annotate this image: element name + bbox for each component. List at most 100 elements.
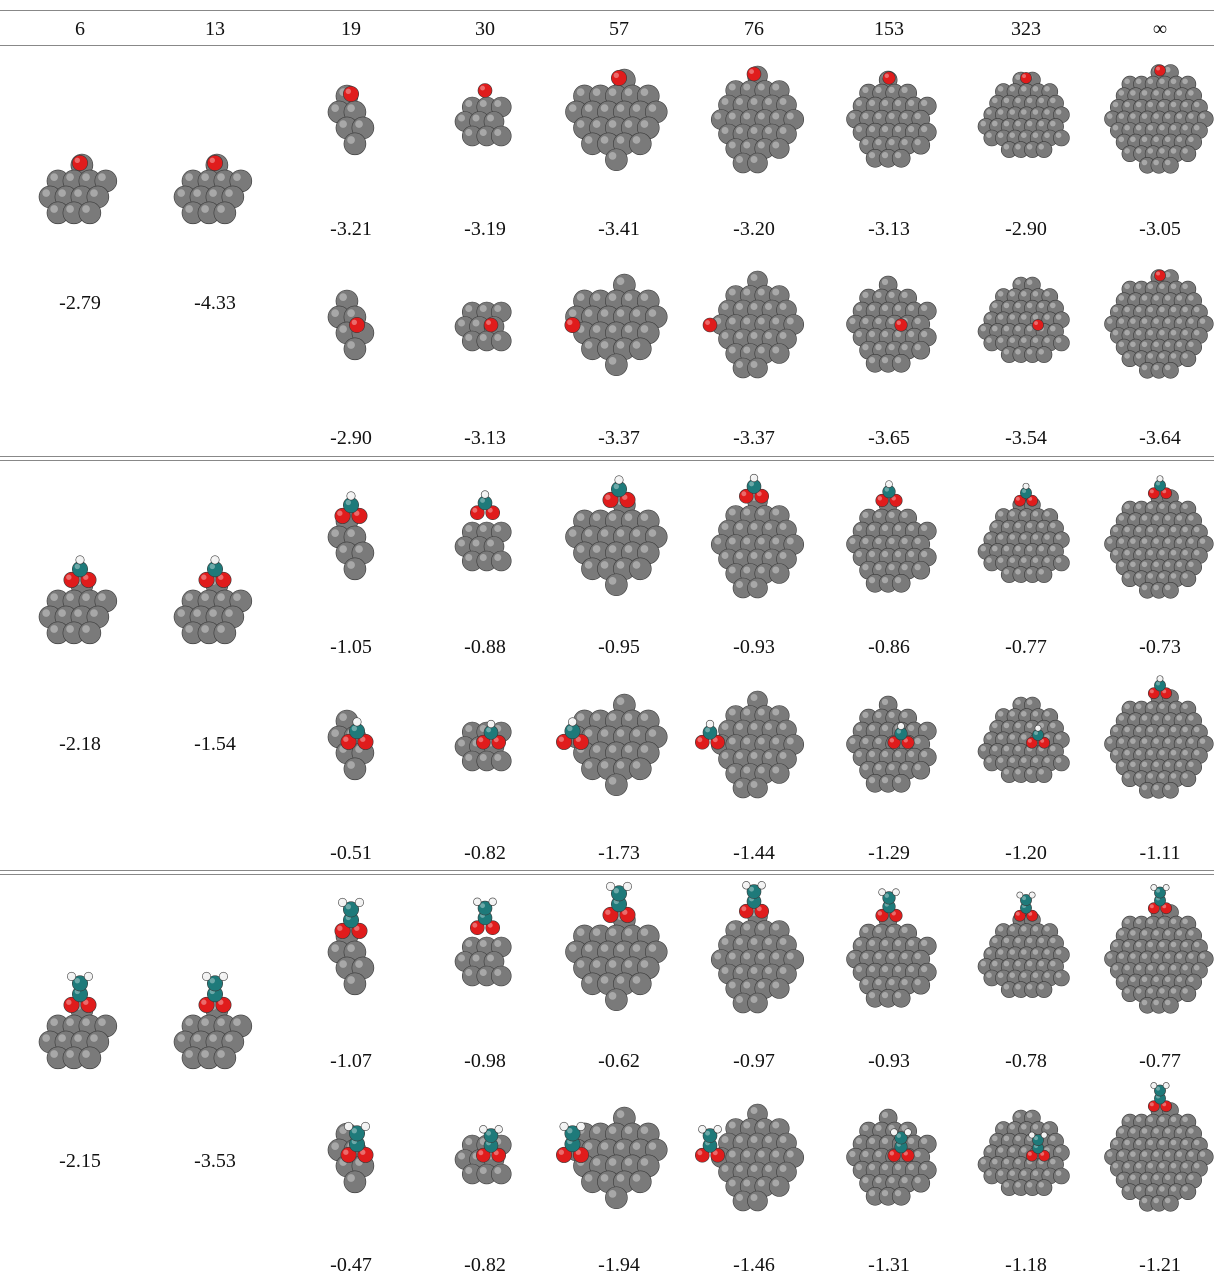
oxygen-atom <box>71 154 88 171</box>
column-header-2: 19 <box>341 18 361 40</box>
hydrogen-atom <box>576 1121 586 1131</box>
oxygen-atom <box>1026 494 1039 507</box>
metal-atom <box>629 1170 652 1194</box>
cluster-19-site-a-svg <box>327 491 375 581</box>
oxygen-atom <box>63 571 80 588</box>
metal-atom <box>1035 346 1053 363</box>
metal-atom <box>911 135 931 155</box>
metal-atom <box>891 1187 911 1206</box>
cluster-30-site-a-svg <box>454 897 512 987</box>
hydrogen-atom <box>494 1125 503 1134</box>
metal-atom <box>490 550 512 572</box>
energy-value: -3.21 <box>330 218 372 240</box>
energy-value: -3.37 <box>598 427 640 449</box>
metal-atom <box>1053 1167 1070 1185</box>
metal-atom <box>747 777 768 799</box>
carbon-atom <box>342 901 359 918</box>
oxygen-atom <box>1147 687 1160 700</box>
oxygen-atom <box>746 66 762 82</box>
energy-value: -3.54 <box>1005 427 1047 449</box>
hydrogen-atom <box>486 719 496 729</box>
oxygen-atom <box>491 1147 506 1163</box>
energy-value: -0.73 <box>1139 636 1181 658</box>
cluster-19-site-b <box>286 1083 416 1233</box>
metal-atom <box>629 972 652 996</box>
energy-value: -1.11 <box>1139 842 1181 864</box>
hydrogen-atom <box>1150 884 1158 891</box>
energy-value: -0.93 <box>868 1050 910 1072</box>
metal-atom <box>911 975 931 995</box>
small-cluster-6-svg <box>38 555 118 645</box>
cluster-∞-site-b <box>1095 1082 1214 1233</box>
hydrogen-atom <box>473 897 482 906</box>
cluster-323-site-b-svg <box>977 1109 1070 1196</box>
hydrogen-atom <box>210 555 220 565</box>
energy-value: -2.79 <box>59 292 101 314</box>
metal-atom <box>78 201 102 225</box>
cluster-19-site-b <box>286 250 416 400</box>
hydrogen-atom <box>1028 1131 1036 1139</box>
oxygen-atom <box>1154 64 1166 77</box>
oxygen-atom <box>702 317 718 333</box>
hydrogen-atom <box>343 1121 354 1131</box>
cluster-57-site-b-svg <box>564 273 668 377</box>
energy-value: -0.82 <box>464 1254 506 1276</box>
cluster-153-site-b-svg <box>846 695 937 793</box>
cluster-153-site-a-svg <box>846 888 937 1008</box>
metal-atom <box>1035 766 1053 783</box>
energy-value: -0.78 <box>1005 1050 1047 1072</box>
energy-value: -0.51 <box>330 842 372 864</box>
metal-atom <box>1035 1179 1053 1196</box>
carbon-atom <box>746 884 762 899</box>
metal-atom <box>768 763 790 784</box>
energy-value: -3.19 <box>464 218 506 240</box>
oxygen-atom <box>1160 487 1173 500</box>
metal-atom <box>891 774 911 793</box>
oxygen-atom <box>348 317 365 334</box>
oxygen-atom <box>1147 1100 1160 1113</box>
cluster-19-site-b <box>286 670 416 820</box>
hydrogen-atom <box>892 888 900 896</box>
cluster-30-site-a-svg <box>454 83 512 147</box>
column-header-0: 6 <box>75 18 85 40</box>
cluster-∞-site-b <box>1095 250 1214 400</box>
oxygen-atom <box>882 71 896 85</box>
hydrogen-atom <box>757 881 766 890</box>
oxygen-atom <box>357 1146 374 1163</box>
hydrogen-atom <box>75 555 85 565</box>
cluster-∞-site-b-svg <box>1104 1082 1214 1212</box>
metal-atom <box>891 989 911 1008</box>
oxygen-atom <box>334 507 351 524</box>
cluster-57-site-b <box>554 250 684 400</box>
cluster-57-site-a-svg <box>565 475 668 597</box>
metal-atom <box>747 357 768 379</box>
cluster-30-site-b <box>420 250 550 400</box>
metal-atom <box>768 343 790 364</box>
oxygen-atom <box>894 318 908 332</box>
hydrogen-atom <box>1156 675 1164 683</box>
cluster-57-site-b-svg <box>556 693 668 797</box>
energy-value: -1.44 <box>733 842 775 864</box>
oxygen-atom <box>483 317 499 333</box>
hydrogen-atom <box>218 971 229 981</box>
cluster-153-site-b-svg <box>846 1108 937 1206</box>
hydrogen-atom <box>352 717 362 727</box>
hydrogen-atom <box>614 475 624 485</box>
oxygen-atom <box>1147 902 1160 915</box>
cluster-∞-site-a-svg <box>1104 64 1214 174</box>
hydrogen-atom <box>904 1128 912 1136</box>
metal-atom <box>1179 350 1197 367</box>
cluster-57-site-a-svg <box>565 68 668 172</box>
column-header-3: 30 <box>475 18 495 40</box>
metal-atom <box>1162 362 1179 379</box>
metal-atom <box>911 340 931 360</box>
oxygen-atom <box>469 505 485 521</box>
oxygen-atom <box>1013 494 1026 507</box>
oxygen-atom <box>889 493 903 508</box>
metal-atom <box>1179 1183 1197 1200</box>
cluster-323-site-a <box>961 885 1091 1035</box>
metal-atom <box>1035 141 1053 158</box>
energy-value: -0.95 <box>598 636 640 658</box>
energy-value: -1.94 <box>598 1254 640 1276</box>
hydrogen-atom <box>605 881 616 891</box>
